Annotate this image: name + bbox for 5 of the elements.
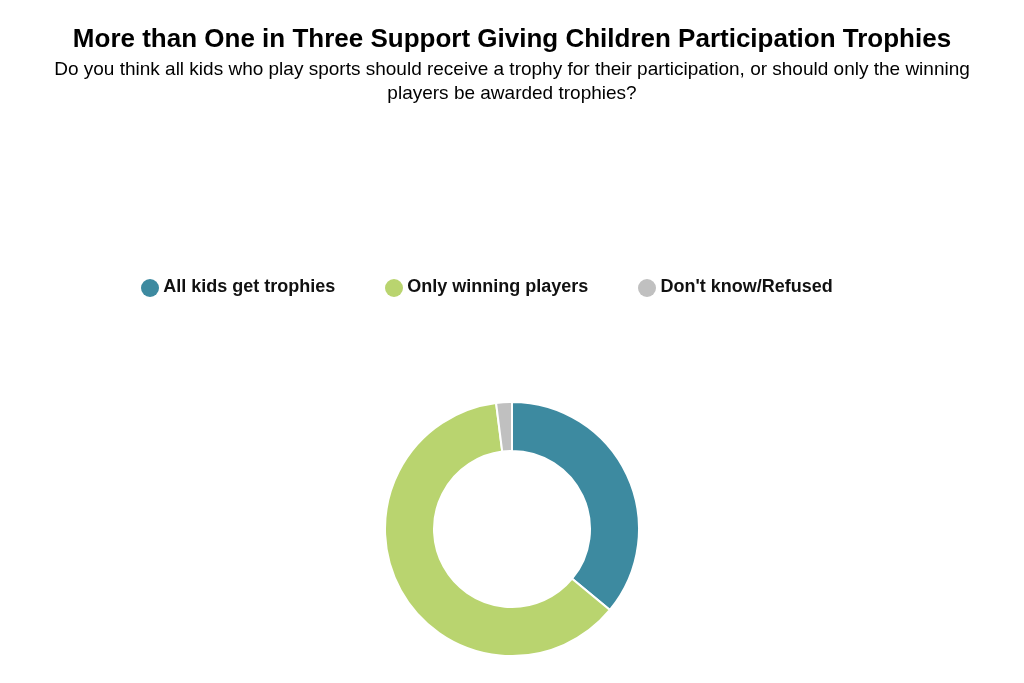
legend-label: Only winning players xyxy=(407,276,589,296)
legend-label: All kids get trophies xyxy=(163,276,336,296)
chart-title: More than One in Three Support Giving Children Participation Trophies xyxy=(71,22,953,55)
legend-label: Don't know/Refused xyxy=(660,276,833,296)
chart-subtitle: Do you think all kids who play sports should receive a trophy for their participation, or should only the winning players be awarded trophies? xyxy=(53,57,971,105)
